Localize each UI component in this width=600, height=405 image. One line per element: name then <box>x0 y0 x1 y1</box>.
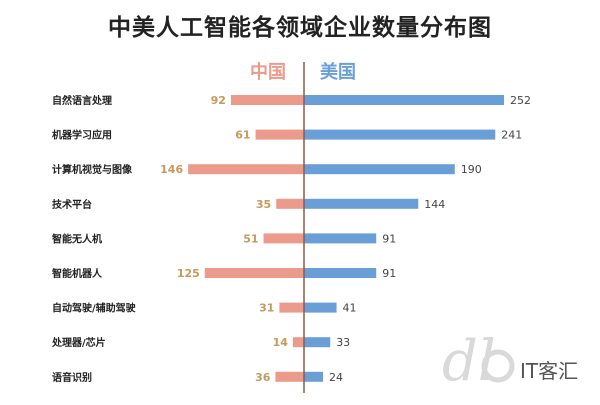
bar-china <box>188 164 304 175</box>
value-label-china: 146 <box>160 163 183 176</box>
category-label: 机器学习应用 <box>52 129 112 142</box>
value-label-usa: 91 <box>382 232 396 245</box>
category-label: 智能无人机 <box>52 232 102 245</box>
value-label-usa: 252 <box>510 94 531 107</box>
value-label-china: 61 <box>235 129 250 142</box>
value-label-usa: 190 <box>461 163 482 176</box>
bar-china <box>276 198 304 209</box>
category-label: 技术平台 <box>52 198 92 211</box>
category-label: 处理器/芯片 <box>51 336 106 349</box>
bar-usa <box>304 371 324 382</box>
chart-title: 中美人工智能各领域企业数量分布图 <box>108 15 492 41</box>
value-label-china: 31 <box>259 302 274 315</box>
legend-usa: 美国 <box>320 61 356 83</box>
bar-usa <box>304 129 496 140</box>
value-label-usa: 91 <box>382 267 396 280</box>
bar-usa <box>304 164 455 175</box>
bar-usa <box>304 337 331 348</box>
value-label-usa: 144 <box>424 198 445 211</box>
value-label-china: 14 <box>273 336 289 349</box>
bar-usa <box>304 198 419 209</box>
category-label: 自动驾驶/辅助驾驶 <box>52 302 136 315</box>
bar-china <box>275 371 304 382</box>
bar-china <box>263 233 304 244</box>
bar-china <box>292 337 304 348</box>
value-label-china: 125 <box>177 267 200 280</box>
bar-usa <box>304 302 337 313</box>
category-label: 语音识别 <box>52 371 92 384</box>
value-label-china: 92 <box>211 94 226 107</box>
category-label: 自然语言处理 <box>52 94 112 107</box>
value-label-usa: 33 <box>336 336 350 349</box>
bar-china <box>204 268 304 278</box>
category-label: 智能机器人 <box>52 267 103 280</box>
bar-usa <box>304 233 377 244</box>
bar-china <box>255 129 304 140</box>
value-label-china: 51 <box>243 232 258 245</box>
bar-china <box>279 302 304 313</box>
legend-china: 中国 <box>250 61 286 83</box>
value-label-usa: 241 <box>501 129 522 142</box>
category-label: 计算机视觉与图像 <box>52 163 133 176</box>
value-label-usa: 41 <box>343 302 357 315</box>
bar-usa <box>304 95 504 105</box>
value-label-usa: 24 <box>329 371 343 384</box>
bar-usa <box>304 268 377 278</box>
bar-china <box>230 95 304 105</box>
value-label-china: 35 <box>256 198 271 211</box>
value-label-china: 36 <box>255 371 271 384</box>
